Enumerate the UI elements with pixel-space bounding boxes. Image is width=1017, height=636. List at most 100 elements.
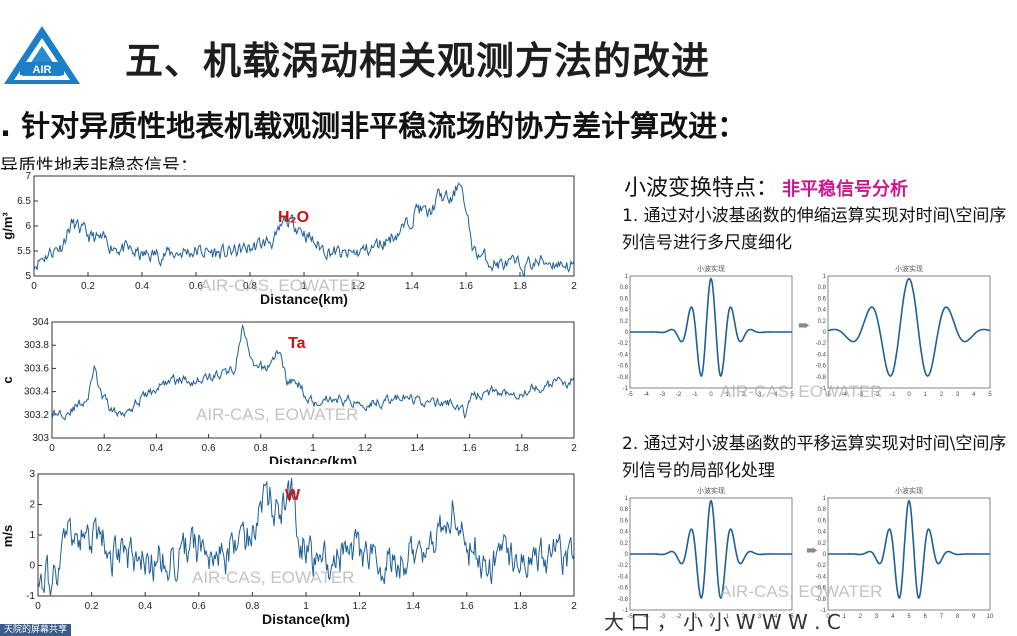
- watermark: AIR-CAS, EOWATER: [200, 276, 363, 295]
- y-tick-label: 304: [32, 317, 49, 328]
- x-tick-label: 1: [303, 601, 309, 612]
- wavelet-y-tick: 0.8: [818, 285, 827, 291]
- wavelet-y-tick: 0.4: [620, 530, 629, 536]
- x-tick-label: 1.4: [405, 281, 419, 292]
- y-tick-label: 303.4: [24, 387, 49, 398]
- wavelet-x-tick: 2: [859, 614, 863, 620]
- x-tick-label: 0.2: [85, 601, 99, 612]
- wavelet-x-tick: 0: [709, 392, 713, 398]
- y-tick-label: 0: [29, 561, 35, 572]
- wavelet-y-tick: -1: [623, 608, 629, 614]
- wavelet-y-tick: -0.8: [816, 597, 827, 603]
- y-axis-label: m/s: [0, 525, 15, 547]
- wavelet-x-tick: -4: [644, 614, 650, 620]
- wavelet-y-tick: -0.6: [618, 586, 629, 592]
- wavelet-x-tick: 0: [907, 392, 911, 398]
- wavelet-curve: [630, 499, 792, 600]
- wavelet-y-tick: 0.8: [620, 285, 629, 291]
- signal-line: [33, 182, 575, 278]
- wavelet-y-tick: -0.2: [816, 341, 827, 347]
- wavelet-x-tick: 2: [940, 392, 944, 398]
- wavelet-y-tick: -1: [821, 386, 827, 392]
- wavelet-y-tick: 1: [823, 274, 827, 280]
- x-tick-label: 0: [49, 443, 55, 454]
- x-axis-label: Distance(km): [260, 291, 348, 307]
- bottom-text-fragment: 大 口 ， 小 小 W W W . C: [604, 610, 841, 634]
- x-tick-label: 0.6: [189, 281, 203, 292]
- air-logo: AIR: [4, 26, 80, 84]
- wavelet-y-tick: 0.4: [620, 308, 629, 314]
- x-tick-label: 0.8: [254, 443, 268, 454]
- wavelet-y-tick: 1: [823, 496, 827, 502]
- wavelet-y-tick: -0.6: [816, 586, 827, 592]
- wavelet-y-tick: -0.6: [816, 364, 827, 370]
- y-axis-label: g/m³: [0, 212, 15, 240]
- wavelet-y-tick: 0.6: [620, 518, 629, 524]
- series-annotation: W: [285, 487, 301, 504]
- wavelet-x-tick: 3: [758, 614, 762, 620]
- wavelet-y-tick: 0.2: [818, 319, 827, 325]
- wavelet-x-tick: -1: [692, 392, 698, 398]
- signal-line: [51, 323, 575, 421]
- y-tick-label: 2: [29, 500, 35, 511]
- y-tick-label: 5: [25, 271, 31, 282]
- wavelet-frame: [827, 275, 991, 389]
- wavelet-y-tick: -0.2: [618, 563, 629, 569]
- wavelet-x-tick: 1: [726, 392, 730, 398]
- x-tick-label: 1.8: [513, 281, 527, 292]
- x-tick-label: 2: [571, 281, 577, 292]
- wavelet-x-tick: 7: [940, 614, 944, 620]
- x-tick-label: 0: [31, 281, 37, 292]
- wavelet-x-tick: 5: [988, 392, 992, 398]
- wavelet-y-tick: -0.4: [816, 574, 827, 580]
- w-chart: 0 0.2 0.4 0.6 0.8 1 1.2 1.4 1.6 1.8 2-10123Distanc…: [0, 466, 600, 636]
- x-tick-label: 0.8: [245, 601, 259, 612]
- wavelet-x-tick: 5: [790, 392, 794, 398]
- wavelet-x-tick: 4: [891, 614, 895, 620]
- wavelet-title: 小波实现: [697, 486, 725, 495]
- x-tick-label: 0: [35, 601, 41, 612]
- wavelet-x-tick: -2: [874, 392, 880, 398]
- wavelet-y-tick: 0.8: [620, 507, 629, 513]
- wavelet-y-tick: -0.2: [816, 563, 827, 569]
- ta-chart: 0 0.2 0.4 0.6 0.8 1 1.2 1.4 1.6 1.8 2 303 303.2 303.4…: [0, 312, 600, 464]
- x-tick-label: 1.4: [406, 601, 420, 612]
- wavelet-x-tick: 1: [924, 392, 928, 398]
- x-tick-label: 0.4: [149, 443, 163, 454]
- y-axis-label: c: [0, 376, 15, 383]
- wavelet-title: 小波实现: [895, 486, 923, 495]
- plot-frame: [51, 321, 575, 439]
- wavelet-y-tick: -0.4: [618, 574, 629, 580]
- wavelet-point-2: 2. 通过对小波基函数的平移运算实现对时间\空间序列信号的局部化处理: [622, 434, 1007, 481]
- wavelet-x-tick: 0: [709, 614, 713, 620]
- wavelet-y-tick: 0.6: [818, 296, 827, 302]
- arrow-icon: ➨: [798, 316, 811, 334]
- wavelet-y-tick: -0.2: [618, 341, 629, 347]
- y-tick-label: 7: [25, 171, 31, 182]
- x-axis-label: Distance(km): [262, 611, 350, 627]
- wavelet-y-tick: -0.8: [618, 375, 629, 381]
- wavelet-y-tick: -1: [821, 608, 827, 614]
- y-tick-label: 6.5: [17, 196, 31, 207]
- wavelet-x-tick: 6: [924, 614, 928, 620]
- watermark: AIR-CAS, EOWATER: [720, 582, 883, 601]
- wavelet-y-tick: -0.8: [618, 597, 629, 603]
- x-tick-label: 1: [301, 281, 307, 292]
- wavelet-x-tick: -5: [627, 614, 633, 620]
- wavelet-x-tick: 2: [742, 614, 746, 620]
- y-tick-label: 303.8: [24, 340, 49, 351]
- wavelet-point-1: 1. 通过对小波基函数的伸缩运算实现对时间\空间序列信号进行多尺度细化: [622, 206, 1007, 253]
- wavelet-x-tick: -4: [644, 392, 650, 398]
- wavelet-y-tick: -0.6: [618, 364, 629, 370]
- x-tick-label: 1.6: [460, 601, 474, 612]
- y-tick-label: 303.6: [24, 363, 49, 374]
- wavelet-curve: [630, 277, 792, 378]
- wavelet-heading-highlight: 非平稳信号分析: [782, 179, 909, 200]
- x-tick-label: 1.2: [358, 443, 372, 454]
- wavelet-x-tick: -1: [692, 614, 698, 620]
- wavelet-curve: [828, 499, 990, 600]
- wavelet-y-tick: 0.4: [818, 308, 827, 314]
- wavelet-x-tick: 1: [843, 614, 847, 620]
